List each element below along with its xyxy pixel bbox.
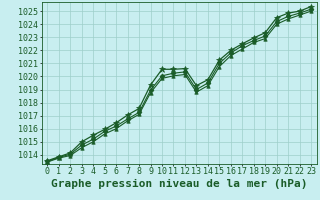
X-axis label: Graphe pression niveau de la mer (hPa): Graphe pression niveau de la mer (hPa): [51, 179, 308, 189]
